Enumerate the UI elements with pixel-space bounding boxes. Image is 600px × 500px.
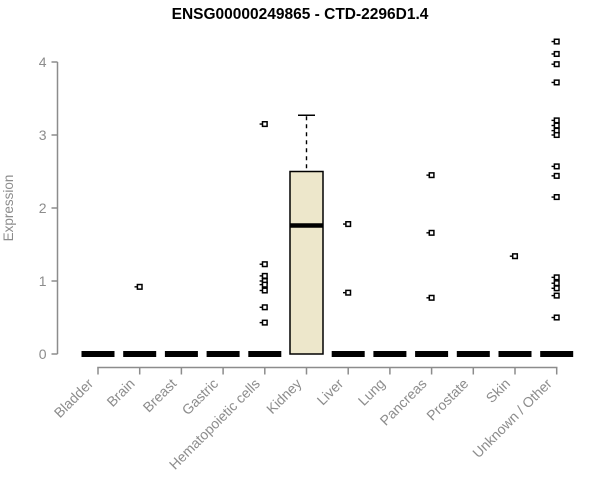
x-axis-label: Breast (140, 375, 180, 415)
chart-title: ENSG00000249865 - CTD-2296D1.4 (171, 6, 429, 23)
data-point (345, 289, 352, 296)
data-point (261, 272, 268, 279)
data-point (553, 122, 560, 129)
zero-value-bar (248, 351, 282, 357)
data-point (553, 79, 560, 86)
data-point (553, 280, 560, 287)
x-axis-label: Bladder (51, 375, 97, 421)
y-axis-tick-label: 3 (39, 127, 47, 143)
data-point (428, 172, 435, 179)
data-point (553, 292, 560, 299)
x-axis-label: Brain (103, 375, 137, 409)
data-point (553, 314, 560, 321)
y-axis-tick-label: 1 (39, 273, 47, 289)
zero-value-bar (415, 351, 449, 357)
x-axis-label: Unknown / Other (469, 375, 555, 461)
data-point (553, 285, 560, 292)
data-point (553, 194, 560, 201)
data-point (136, 283, 143, 290)
data-point (553, 274, 560, 281)
data-point (261, 281, 268, 288)
y-axis-tick-label: 2 (39, 200, 47, 216)
y-axis-label: Expression (1, 175, 16, 242)
data-point (428, 229, 435, 236)
x-axis-label: Lung (355, 375, 388, 408)
y-axis-tick-label: 4 (39, 54, 47, 70)
data-point (553, 131, 560, 139)
zero-value-bar (498, 351, 532, 357)
data-point (553, 172, 560, 179)
data-point (553, 38, 560, 45)
y-axis-tick-label: 0 (39, 346, 47, 362)
data-point (261, 121, 268, 128)
zero-value-bar (456, 351, 490, 357)
zero-value-bar (540, 351, 574, 357)
data-point (261, 304, 268, 311)
data-point (553, 163, 560, 170)
zero-value-bar (206, 351, 240, 357)
zero-value-bar (373, 351, 407, 357)
data-point (553, 117, 560, 124)
zero-value-bar (123, 351, 157, 357)
data-point (511, 253, 519, 260)
zero-value-bar (164, 351, 198, 357)
data-point (261, 287, 268, 294)
data-point (345, 221, 352, 228)
data-point (261, 261, 268, 268)
zero-value-bar (81, 351, 115, 357)
zero-value-bar (331, 351, 365, 357)
x-axis-label: Skin (483, 375, 514, 406)
box (289, 170, 324, 355)
data-point (553, 50, 560, 58)
x-axis-label: Prostate (423, 375, 471, 423)
data-point (553, 61, 560, 68)
data-point (428, 294, 435, 301)
x-axis-label: Liver (314, 375, 347, 408)
x-axis-label: Kidney (263, 375, 305, 417)
data-point (261, 319, 268, 326)
